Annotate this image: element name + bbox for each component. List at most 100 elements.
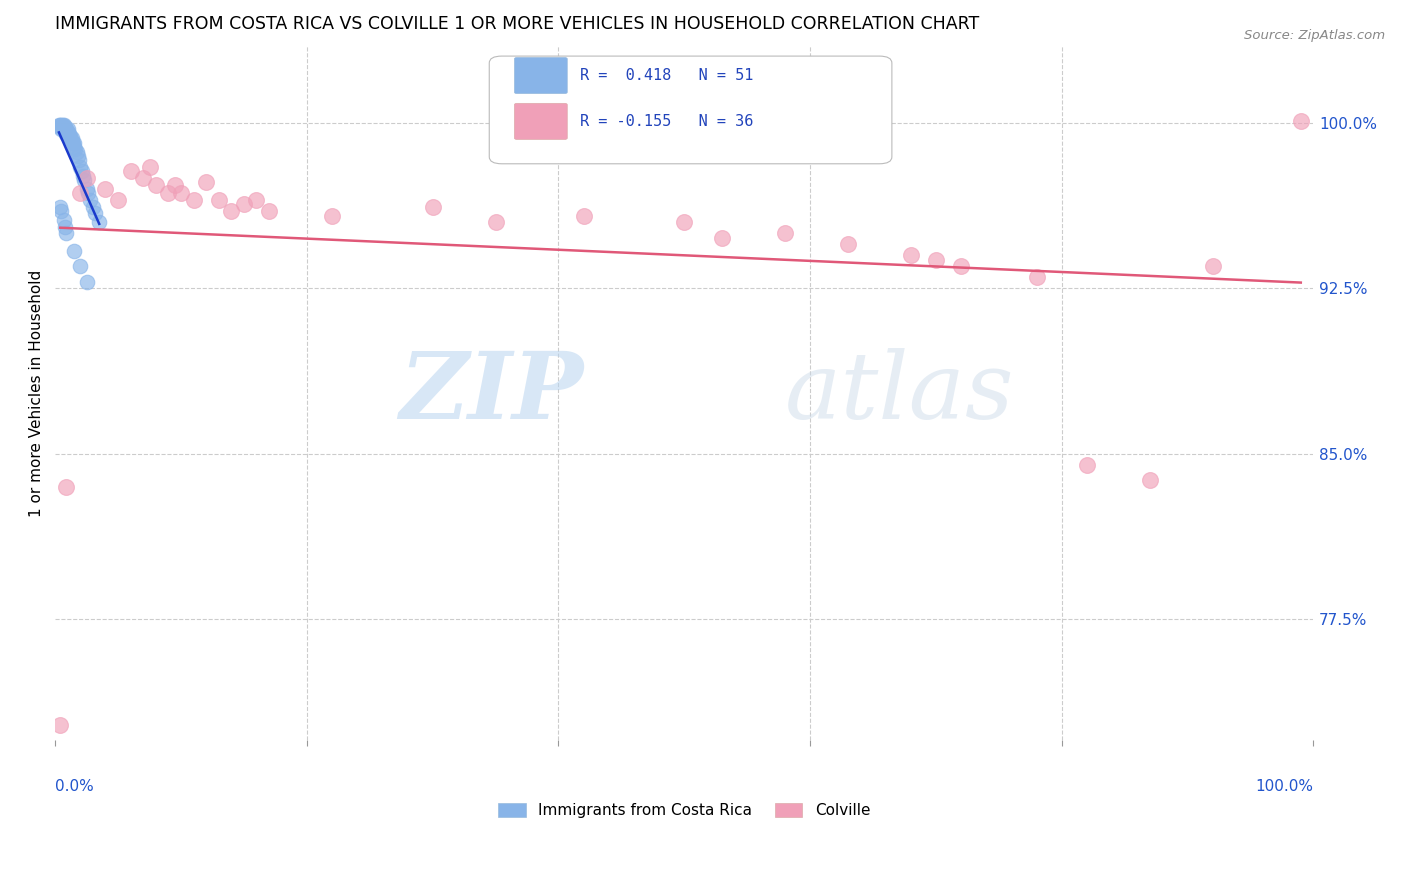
Point xyxy=(82,200,104,214)
Point xyxy=(70,164,93,178)
Point xyxy=(72,169,94,183)
Point xyxy=(673,215,696,229)
Point xyxy=(49,718,72,732)
Point xyxy=(53,125,76,139)
Point xyxy=(94,182,117,196)
Point xyxy=(257,204,280,219)
Point xyxy=(183,193,205,207)
Point xyxy=(1139,473,1161,487)
Point xyxy=(69,160,91,174)
Point xyxy=(84,206,107,220)
Point xyxy=(62,136,84,150)
Point xyxy=(58,127,80,141)
Point xyxy=(107,193,129,207)
Point xyxy=(55,480,77,494)
Point xyxy=(53,122,76,136)
Point xyxy=(900,248,922,262)
Point xyxy=(56,125,79,139)
Point xyxy=(76,171,98,186)
Point xyxy=(1025,270,1047,285)
Text: IMMIGRANTS FROM COSTA RICA VS COLVILLE 1 OR MORE VEHICLES IN HOUSEHOLD CORRELATI: IMMIGRANTS FROM COSTA RICA VS COLVILLE 1… xyxy=(55,15,980,33)
Point xyxy=(51,122,73,136)
Point xyxy=(63,140,86,154)
Point xyxy=(69,186,91,201)
Text: R = -0.155   N = 36: R = -0.155 N = 36 xyxy=(579,114,754,129)
Point xyxy=(63,136,86,150)
Y-axis label: 1 or more Vehicles in Household: 1 or more Vehicles in Household xyxy=(30,269,44,516)
Text: ZIP: ZIP xyxy=(399,348,583,438)
FancyBboxPatch shape xyxy=(515,57,567,94)
Point xyxy=(65,142,87,156)
Point xyxy=(52,118,75,132)
Point xyxy=(60,134,83,148)
Point xyxy=(773,226,796,240)
Point xyxy=(56,122,79,136)
Point xyxy=(49,118,72,132)
Point xyxy=(60,131,83,145)
Point xyxy=(55,125,77,139)
Point xyxy=(422,200,444,214)
Point xyxy=(145,178,167,192)
Point xyxy=(484,215,506,229)
Point xyxy=(232,197,254,211)
Point xyxy=(1289,113,1312,128)
Point xyxy=(53,122,76,136)
Point xyxy=(245,193,267,207)
Point xyxy=(53,213,76,227)
Point xyxy=(89,215,111,229)
Point xyxy=(77,186,100,201)
Point xyxy=(49,120,72,135)
Text: 0.0%: 0.0% xyxy=(55,779,94,794)
Text: R =  0.418   N = 51: R = 0.418 N = 51 xyxy=(579,68,754,83)
Point xyxy=(195,176,218,190)
Point xyxy=(51,204,73,219)
Point xyxy=(53,118,76,132)
Point xyxy=(711,230,734,244)
Point xyxy=(132,171,155,186)
Point xyxy=(67,153,90,168)
Point xyxy=(52,120,75,135)
Point xyxy=(69,259,91,273)
Point xyxy=(76,275,98,289)
Point xyxy=(51,120,73,135)
Point xyxy=(221,204,243,219)
Point xyxy=(55,127,77,141)
Point xyxy=(58,129,80,144)
Point xyxy=(950,259,973,273)
Point xyxy=(79,193,101,207)
Point xyxy=(837,237,859,252)
Point xyxy=(53,120,76,135)
Point xyxy=(53,219,76,234)
Point xyxy=(170,186,193,201)
Point xyxy=(66,149,89,163)
Point xyxy=(208,193,231,207)
Point xyxy=(321,209,343,223)
Point xyxy=(49,200,72,214)
Point xyxy=(925,252,948,267)
Point xyxy=(120,164,142,178)
FancyBboxPatch shape xyxy=(489,56,891,164)
Point xyxy=(1202,259,1225,273)
Point xyxy=(76,182,98,196)
Point xyxy=(51,118,73,132)
Point xyxy=(48,118,70,132)
Point xyxy=(157,186,180,201)
FancyBboxPatch shape xyxy=(515,103,567,139)
Point xyxy=(1076,458,1098,472)
Point xyxy=(55,122,77,136)
Legend: Immigrants from Costa Rica, Colville: Immigrants from Costa Rica, Colville xyxy=(492,797,876,824)
Point xyxy=(138,160,160,174)
Text: Source: ZipAtlas.com: Source: ZipAtlas.com xyxy=(1244,29,1385,42)
Point xyxy=(53,120,76,135)
Point xyxy=(572,209,595,223)
Point xyxy=(56,129,79,144)
Point xyxy=(59,131,82,145)
Point xyxy=(163,178,186,192)
Point xyxy=(63,244,86,258)
Text: 100.0%: 100.0% xyxy=(1256,779,1313,794)
Point xyxy=(65,145,87,159)
Point xyxy=(73,173,96,187)
Point xyxy=(59,129,82,144)
Text: atlas: atlas xyxy=(785,348,1015,438)
Point xyxy=(55,226,77,240)
